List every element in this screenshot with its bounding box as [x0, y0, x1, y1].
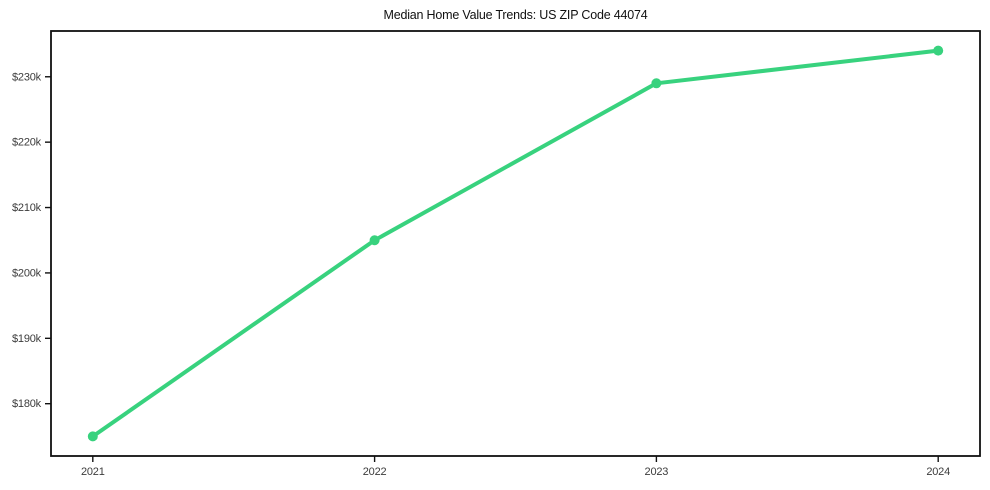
- trend-line: [90, 48, 941, 439]
- y-tick-label: $220k: [12, 137, 42, 149]
- plot-border: [50, 30, 981, 457]
- x-tick-label: 2021: [81, 466, 105, 478]
- x-tick-label: 2024: [926, 466, 950, 478]
- y-tick-label: $210k: [12, 202, 42, 214]
- y-tick-label: $200k: [12, 267, 42, 279]
- data-point: [651, 78, 662, 89]
- data-point: [933, 45, 944, 56]
- chart-title: Median Home Value Trends: US ZIP Code 44…: [383, 8, 648, 22]
- y-tick-label: $190k: [12, 333, 42, 345]
- data-point: [87, 431, 98, 442]
- x-tick-label: 2022: [363, 466, 387, 478]
- y-tick-label: $180k: [12, 398, 42, 410]
- data-point: [369, 235, 380, 246]
- x-tick-label: 2023: [645, 466, 669, 478]
- y-tick-label: $230k: [12, 71, 42, 83]
